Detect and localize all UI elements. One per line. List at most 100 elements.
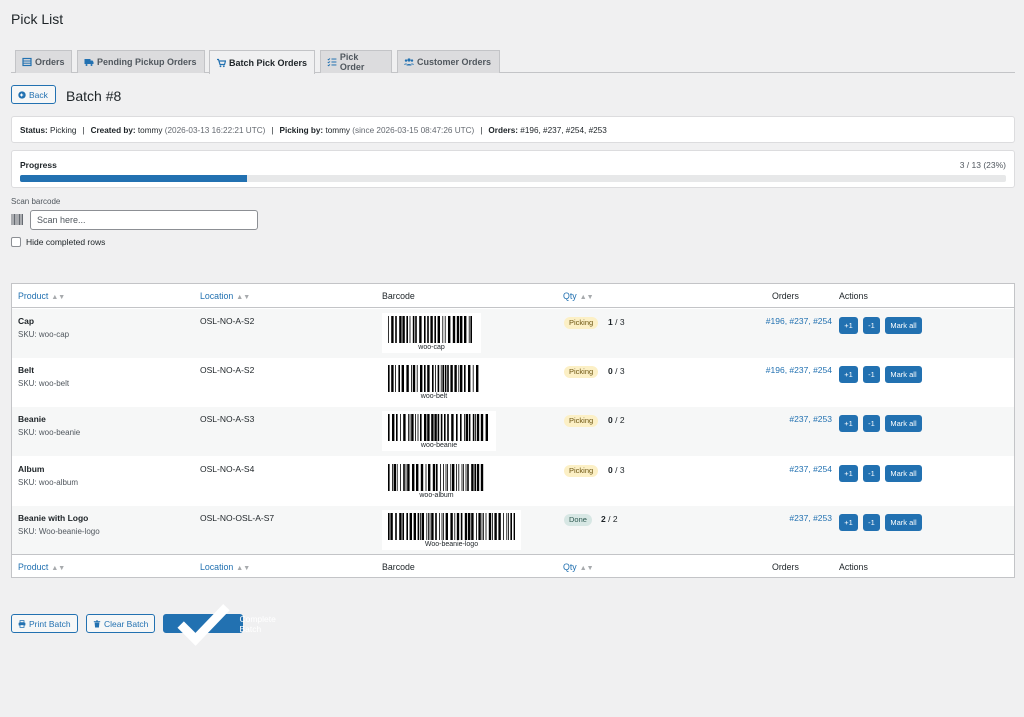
- mark-all-button[interactable]: Mark all: [885, 464, 922, 482]
- progress-label: Progress: [20, 160, 57, 170]
- qty-cell: 0 / 2: [608, 415, 625, 425]
- product-cell: Beanie with Logo SKU: Woo-beanie-logo: [18, 513, 100, 536]
- col-product-header[interactable]: Product ▲▼: [18, 291, 66, 301]
- order-link[interactable]: #237: [789, 316, 809, 326]
- print-batch-label: Print Batch: [29, 618, 71, 629]
- page-title: Pick List: [11, 11, 64, 27]
- barcode-image: woo-belt: [382, 362, 486, 403]
- back-label: Back: [29, 89, 48, 100]
- truck-icon: [84, 59, 94, 66]
- order-link[interactable]: #237: [789, 414, 809, 425]
- status-badge: Done: [564, 513, 592, 526]
- tab-customer-orders[interactable]: Customer Orders: [397, 50, 500, 73]
- col-actions-footer: Actions: [839, 562, 868, 572]
- order-link[interactable]: #254: [813, 316, 832, 326]
- picking-label: Picking by:: [279, 125, 324, 135]
- order-link[interactable]: #237: [789, 512, 809, 523]
- hide-completed-toggle[interactable]: Hide completed rows: [11, 237, 105, 247]
- orders-cell: #237, #253: [789, 414, 832, 425]
- barcode-image: woo-album: [382, 460, 491, 501]
- qty-cell: 1 / 3: [608, 317, 625, 327]
- col-barcode-footer: Barcode: [382, 562, 415, 572]
- tab-pick-order[interactable]: Pick Order: [320, 50, 392, 73]
- tab-label: Orders: [35, 57, 65, 67]
- product-cell: Beanie SKU: woo-beanie: [18, 414, 80, 437]
- complete-batch-label: Complete Batch: [239, 613, 276, 634]
- status-badge: Picking: [564, 366, 599, 379]
- mark-all-button[interactable]: Mark all: [885, 317, 922, 334]
- qty-total: / 3: [615, 317, 625, 327]
- scan-label: Scan barcode: [11, 197, 61, 206]
- col-location-header[interactable]: Location ▲▼: [200, 291, 251, 301]
- order-link[interactable]: #237: [789, 365, 809, 376]
- printer-icon: [18, 619, 26, 628]
- decrement-button[interactable]: -1: [863, 464, 880, 482]
- checkmark-icon: [177, 604, 230, 647]
- qty-picked: 0: [608, 464, 613, 475]
- mark-all-button[interactable]: Mark all: [885, 366, 922, 384]
- increment-button[interactable]: +1: [839, 513, 858, 531]
- col-qty-footer[interactable]: Qty ▲▼: [563, 562, 594, 572]
- sort-icon: ▲▼: [579, 565, 594, 572]
- tab-orders[interactable]: Orders: [15, 50, 72, 73]
- order-link[interactable]: #253: [813, 512, 832, 523]
- product-cell: Belt SKU: woo-belt: [18, 365, 69, 388]
- list-icon: [22, 57, 32, 67]
- tab-bar: Orders Pending Pickup Orders Batch Pick …: [11, 49, 1015, 74]
- orders-cell: #196, #237, #254: [765, 316, 832, 326]
- mark-all-button[interactable]: Mark all: [885, 513, 922, 531]
- increment-button[interactable]: +1: [839, 415, 858, 433]
- location-cell: OSL-NO-OSL-A-S7: [200, 512, 275, 523]
- product-sku: SKU: Woo-beanie-logo: [18, 526, 100, 536]
- qty-picked: 0: [608, 366, 613, 377]
- product-name: Beanie with Logo: [18, 512, 89, 523]
- progress-bar: [20, 175, 1006, 182]
- complete-batch-button[interactable]: Complete Batch: [163, 604, 276, 647]
- status-badge: Picking: [564, 317, 599, 329]
- mark-all-button[interactable]: Mark all: [885, 415, 922, 433]
- tab-batch-pick-orders[interactable]: Batch Pick Orders: [209, 50, 315, 74]
- sort-icon: ▲▼: [579, 294, 594, 301]
- status-value: Picking: [50, 125, 77, 135]
- trash-icon: [93, 619, 101, 628]
- order-link[interactable]: #237: [789, 463, 809, 474]
- product-sku: SKU: woo-beanie: [18, 428, 81, 438]
- orders-value: #196, #237, #254, #253: [520, 125, 607, 135]
- product-name: Cap: [18, 316, 35, 326]
- picking-user: tommy: [325, 125, 351, 135]
- back-button[interactable]: Back: [11, 85, 56, 104]
- increment-button[interactable]: +1: [839, 366, 858, 384]
- pick-table: Product ▲▼ Location ▲▼ Barcode Qty ▲▼ Order…: [11, 283, 1015, 578]
- order-link[interactable]: #253: [813, 414, 832, 425]
- status-badge: Picking: [564, 415, 599, 428]
- qty-picked: 2: [601, 513, 606, 524]
- table-row: Cap SKU: woo-cap OSL-NO-A-S2 woo-cap Picking…: [12, 309, 1014, 358]
- increment-button[interactable]: +1: [839, 317, 858, 334]
- hide-completed-checkbox[interactable]: [11, 237, 21, 247]
- order-link[interactable]: #196: [765, 316, 785, 326]
- barcode-text: woo-cap: [418, 344, 445, 351]
- clear-batch-button[interactable]: Clear Batch: [86, 614, 156, 633]
- table-footer: Product ▲▼ Location ▲▼ Barcode Qty ▲▼ Order…: [12, 554, 1014, 578]
- decrement-button[interactable]: -1: [863, 513, 880, 531]
- scan-input[interactable]: [30, 210, 258, 230]
- orders-cell: #196, #237, #254: [765, 365, 832, 376]
- decrement-button[interactable]: -1: [863, 366, 880, 384]
- barcode-image: woo-beanie: [382, 411, 496, 452]
- col-product-footer[interactable]: Product ▲▼: [18, 562, 66, 572]
- barcode-bars: [388, 512, 515, 540]
- order-link[interactable]: #254: [813, 463, 832, 474]
- col-location-footer[interactable]: Location ▲▼: [200, 562, 251, 572]
- order-link[interactable]: #196: [765, 365, 785, 376]
- sort-icon: ▲▼: [51, 294, 66, 301]
- decrement-button[interactable]: -1: [863, 415, 880, 433]
- print-batch-button[interactable]: Print Batch: [11, 614, 78, 633]
- order-link[interactable]: #254: [813, 365, 832, 376]
- col-qty-header[interactable]: Qty ▲▼: [563, 291, 594, 301]
- increment-button[interactable]: +1: [839, 464, 858, 482]
- tab-pending-pickup-orders[interactable]: Pending Pickup Orders: [77, 50, 205, 73]
- tab-label: Batch Pick Orders: [229, 57, 308, 68]
- col-barcode-header: Barcode: [382, 291, 415, 301]
- decrement-button[interactable]: -1: [863, 317, 880, 334]
- barcode-text: woo-belt: [420, 393, 448, 401]
